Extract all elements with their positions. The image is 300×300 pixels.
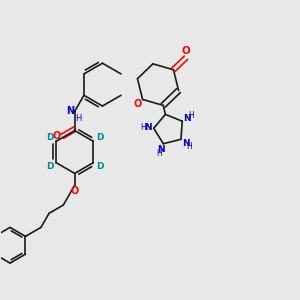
Text: O: O bbox=[70, 187, 79, 196]
Text: O: O bbox=[182, 46, 190, 56]
Text: H: H bbox=[140, 123, 146, 132]
Text: D: D bbox=[46, 162, 54, 171]
Text: O: O bbox=[134, 99, 142, 109]
Text: N: N bbox=[66, 106, 74, 116]
Text: N: N bbox=[182, 139, 189, 148]
Text: D: D bbox=[96, 133, 103, 142]
Text: D: D bbox=[96, 162, 103, 171]
Text: H: H bbox=[186, 142, 192, 151]
Text: D: D bbox=[46, 133, 54, 142]
Text: H: H bbox=[75, 114, 82, 123]
Text: N: N bbox=[144, 123, 152, 132]
Text: H: H bbox=[156, 149, 162, 158]
Text: H: H bbox=[188, 111, 194, 120]
Text: N: N bbox=[157, 145, 165, 154]
Text: O: O bbox=[52, 131, 61, 141]
Text: N: N bbox=[184, 114, 191, 123]
